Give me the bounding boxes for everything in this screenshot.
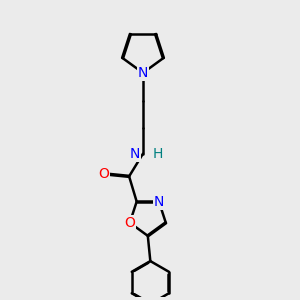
Text: H: H [153, 147, 163, 160]
Text: N: N [138, 66, 148, 80]
Text: N: N [154, 195, 164, 208]
Text: N: N [130, 147, 140, 160]
Text: O: O [124, 216, 135, 230]
Text: O: O [98, 167, 109, 181]
